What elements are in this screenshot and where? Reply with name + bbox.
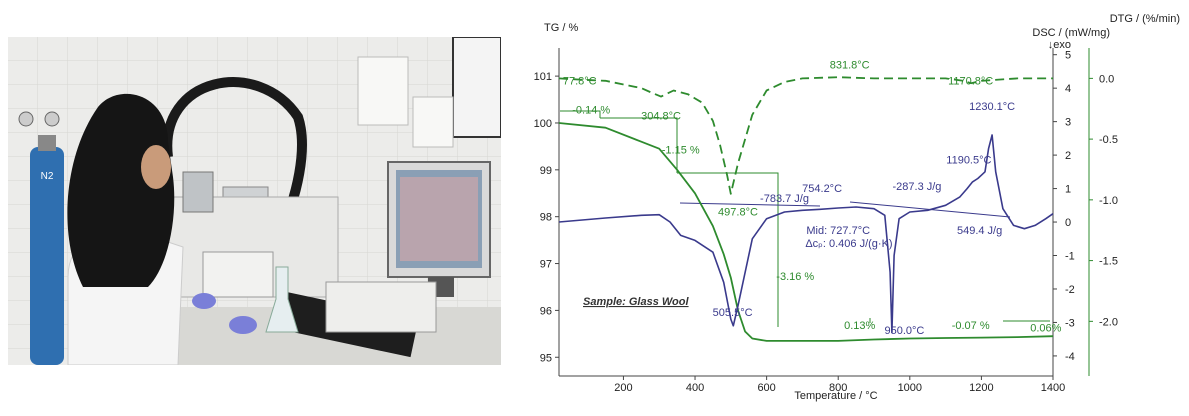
step-marker-3: [677, 172, 779, 327]
monitor: [387, 161, 491, 297]
gas-cylinder: N2: [18, 111, 64, 365]
annotation-layer: 77.8°C 304.8°C 497.8°C 831.8°C 1170.8°C -0.14…: [563, 60, 1062, 338]
cylinder-label: N2: [41, 171, 54, 182]
lab-photo: N2: [8, 37, 501, 365]
annotation-label: 0.06%: [1030, 322, 1061, 334]
dsc-tick-label: -2: [1065, 284, 1075, 296]
thermal-analyzer: [157, 77, 339, 298]
dsc-axis-ticks: 5 4 3 2 1 0 -1 -2 -3 -4: [1053, 50, 1075, 363]
wall-notice: [357, 56, 409, 126]
control-box: [325, 281, 437, 333]
annotation-label: -287.3 J/g: [893, 181, 942, 193]
annotation-label: 831.8°C: [830, 60, 870, 72]
annotation-label: 754.2°C: [802, 183, 842, 195]
dtg-tick-label: -1.0: [1099, 195, 1118, 207]
dsc-tick-label: -1: [1065, 251, 1075, 263]
wall-notice-2: [412, 96, 454, 148]
tg-tick-label: 98: [540, 212, 552, 224]
annotation-label: Mid: 727.7°C: [806, 225, 870, 237]
dsc-tick-label: -3: [1065, 317, 1075, 329]
annotation-label: -0.14 %: [572, 105, 610, 117]
tg-tick-label: 96: [540, 305, 552, 317]
annotation-label: 1230.1°C: [969, 101, 1015, 113]
x-tick-label: 400: [686, 382, 704, 394]
x-tick-label: 1400: [1041, 382, 1065, 394]
thermal-analysis-chart: TG / % DTG / (%/min) DSC / (mW/mg) ↓exo …: [534, 13, 1180, 402]
annotation-label: -783.7 J/g: [760, 193, 809, 205]
annotation-label: 77.8°C: [563, 75, 597, 87]
x-tick-label: 1200: [969, 382, 993, 394]
tg-tick-label: 97: [540, 259, 552, 271]
step-markers: [560, 110, 1050, 327]
annotation-label: 497.8°C: [718, 207, 758, 219]
step-marker-2: [600, 117, 678, 173]
dtg-tick-label: -0.5: [1099, 134, 1118, 146]
annotation-label: -0.07 %: [952, 320, 990, 332]
dtg-tick-label: -2.0: [1099, 316, 1118, 328]
dsc-axis-title: DSC / (mW/mg): [1032, 27, 1110, 39]
dsc-tick-label: 5: [1065, 50, 1071, 62]
flask: [265, 266, 299, 333]
tg-series-line: [558, 122, 1054, 342]
x-tick-label: 1000: [898, 382, 922, 394]
dtg-tick-label: -1.5: [1099, 256, 1118, 268]
dsc-baseline-1: [679, 202, 821, 207]
annotation-label: -3.16 %: [776, 271, 814, 283]
tg-axis-title: TG / %: [544, 22, 578, 34]
tg-tick-label: 100: [534, 118, 552, 130]
exo-indicator: ↓exo: [1048, 39, 1071, 51]
dsc-tick-label: 3: [1065, 117, 1071, 129]
annotation-label: 549.4 J/g: [957, 225, 1002, 237]
dsc-tick-label: 2: [1065, 150, 1071, 162]
x-tick-label: 600: [757, 382, 775, 394]
dsc-tick-label: 0: [1065, 217, 1071, 229]
dsc-tick-label: -4: [1065, 351, 1075, 363]
x-tick-label: 800: [829, 382, 847, 394]
sample-label: Sample: Glass Wool: [583, 296, 689, 308]
wall-poster: [452, 37, 501, 138]
dsc-tick-label: 1: [1065, 184, 1071, 196]
annotation-label: 950.0°C: [885, 325, 925, 337]
tg-tick-label: 95: [540, 352, 552, 364]
x-axis-ticks: 200 400 600 800 1000 1200 1400: [614, 376, 1065, 394]
annotation-label: Δcₚ: 0.406 J/(g·K): [805, 238, 892, 250]
annotation-label: 1170.8°C: [948, 75, 993, 87]
annotation-label: 1190.5°C: [946, 154, 991, 166]
x-tick-label: 200: [614, 382, 632, 394]
annotation-label: 304.8°C: [641, 111, 681, 123]
dtg-series-line: [558, 76, 1053, 195]
dtg-axis-title: DTG / (%/min): [1110, 13, 1180, 25]
dtg-axis-ticks: 0.0 -0.5 -1.0 -1.5 -2.0: [1089, 73, 1118, 328]
dsc-tick-label: 4: [1065, 83, 1071, 95]
x-axis-title: Temperature / °C: [794, 390, 877, 402]
dsc-series-line: [558, 134, 1054, 334]
series-layer: [558, 76, 1054, 342]
tg-tick-label: 101: [534, 71, 552, 83]
annotation-label: -1.15 %: [662, 144, 700, 156]
dtg-tick-label: 0.0: [1099, 73, 1114, 85]
tg-axis-ticks: 95 96 97 98 99 100 101: [534, 71, 559, 364]
annotation-label: 0.13%: [844, 320, 875, 332]
annotation-label: 505.5°C: [713, 307, 753, 319]
step-marker-1: [560, 110, 601, 118]
person: [67, 93, 257, 365]
tg-tick-label: 99: [540, 165, 552, 177]
